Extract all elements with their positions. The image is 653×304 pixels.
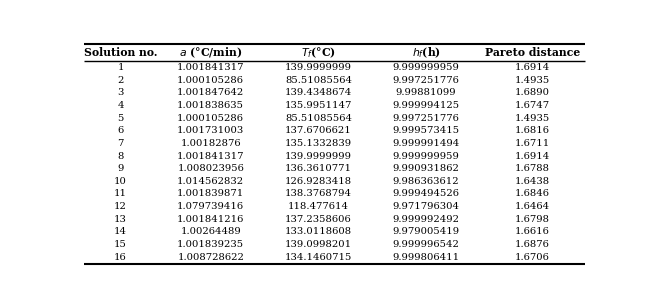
Text: 1.001841216: 1.001841216 bbox=[177, 215, 244, 224]
Text: 12: 12 bbox=[114, 202, 127, 211]
Text: 1.6846: 1.6846 bbox=[515, 189, 550, 199]
Text: 9.999994125: 9.999994125 bbox=[392, 101, 460, 110]
Text: $T_f$(°C): $T_f$(°C) bbox=[301, 45, 336, 60]
Text: 1.6788: 1.6788 bbox=[515, 164, 550, 173]
Text: 10: 10 bbox=[114, 177, 127, 186]
Text: 7: 7 bbox=[118, 139, 123, 148]
Text: 15: 15 bbox=[114, 240, 127, 249]
Text: 138.3768794: 138.3768794 bbox=[285, 189, 352, 199]
Text: 1.6616: 1.6616 bbox=[515, 227, 550, 237]
Text: 85.51085564: 85.51085564 bbox=[285, 114, 352, 123]
Text: 1.000105286: 1.000105286 bbox=[177, 114, 244, 123]
Text: 11: 11 bbox=[114, 189, 127, 199]
Text: 1.001731003: 1.001731003 bbox=[177, 126, 244, 135]
Text: 9.971796304: 9.971796304 bbox=[392, 202, 460, 211]
Text: 85.51085564: 85.51085564 bbox=[285, 76, 352, 85]
Text: 9.99881099: 9.99881099 bbox=[396, 88, 456, 97]
Text: 118.477614: 118.477614 bbox=[288, 202, 349, 211]
Text: 2: 2 bbox=[118, 76, 123, 85]
Text: 4: 4 bbox=[118, 101, 123, 110]
Text: Solution no.: Solution no. bbox=[84, 47, 157, 58]
Text: 139.9999999: 139.9999999 bbox=[285, 152, 352, 161]
Text: 9.990931862: 9.990931862 bbox=[392, 164, 460, 173]
Text: 137.6706621: 137.6706621 bbox=[285, 126, 352, 135]
Text: 1.6914: 1.6914 bbox=[515, 152, 550, 161]
Text: 1.001839871: 1.001839871 bbox=[177, 189, 244, 199]
Text: 1.6914: 1.6914 bbox=[515, 63, 550, 72]
Text: 1.6876: 1.6876 bbox=[515, 240, 550, 249]
Text: 1.079739416: 1.079739416 bbox=[177, 202, 244, 211]
Text: 9.979005419: 9.979005419 bbox=[392, 227, 460, 237]
Text: 1.001839235: 1.001839235 bbox=[177, 240, 244, 249]
Text: 9.999999959: 9.999999959 bbox=[392, 152, 460, 161]
Text: 1.00182876: 1.00182876 bbox=[180, 139, 241, 148]
Text: 135.1332839: 135.1332839 bbox=[285, 139, 352, 148]
Text: 1.6747: 1.6747 bbox=[515, 101, 550, 110]
Text: 135.9951147: 135.9951147 bbox=[285, 101, 352, 110]
Text: 1.4935: 1.4935 bbox=[515, 114, 550, 123]
Text: 9.999992492: 9.999992492 bbox=[392, 215, 460, 224]
Text: 1.6706: 1.6706 bbox=[515, 253, 550, 262]
Text: 9.999494526: 9.999494526 bbox=[392, 189, 460, 199]
Text: 9.999573415: 9.999573415 bbox=[392, 126, 460, 135]
Text: 137.2358606: 137.2358606 bbox=[285, 215, 352, 224]
Text: 1.008728622: 1.008728622 bbox=[177, 253, 244, 262]
Text: 9.999999959: 9.999999959 bbox=[392, 63, 460, 72]
Text: 8: 8 bbox=[118, 152, 123, 161]
Text: 1.008023956: 1.008023956 bbox=[177, 164, 244, 173]
Text: 134.1460715: 134.1460715 bbox=[285, 253, 352, 262]
Text: 9.997251776: 9.997251776 bbox=[392, 114, 460, 123]
Text: 139.9999999: 139.9999999 bbox=[285, 63, 352, 72]
Text: 5: 5 bbox=[118, 114, 123, 123]
Text: 1.001838635: 1.001838635 bbox=[177, 101, 244, 110]
Text: 1.000105286: 1.000105286 bbox=[177, 76, 244, 85]
Text: 16: 16 bbox=[114, 253, 127, 262]
Text: 1.6438: 1.6438 bbox=[515, 177, 550, 186]
Text: 136.3610771: 136.3610771 bbox=[285, 164, 352, 173]
Text: 6: 6 bbox=[118, 126, 123, 135]
Text: 9.986363612: 9.986363612 bbox=[393, 177, 460, 186]
Text: 1.6798: 1.6798 bbox=[515, 215, 550, 224]
Text: Pareto distance: Pareto distance bbox=[485, 47, 580, 58]
Text: 1.001841317: 1.001841317 bbox=[177, 152, 244, 161]
Text: 1: 1 bbox=[118, 63, 123, 72]
Text: 1.00264489: 1.00264489 bbox=[180, 227, 241, 237]
Text: 13: 13 bbox=[114, 215, 127, 224]
Text: 14: 14 bbox=[114, 227, 127, 237]
Text: 139.0998201: 139.0998201 bbox=[285, 240, 352, 249]
Text: 9.997251776: 9.997251776 bbox=[392, 76, 460, 85]
Text: 9.999806411: 9.999806411 bbox=[392, 253, 460, 262]
Text: 139.4348674: 139.4348674 bbox=[285, 88, 352, 97]
Text: 1.6711: 1.6711 bbox=[515, 139, 550, 148]
Text: 133.0118608: 133.0118608 bbox=[285, 227, 352, 237]
Text: 126.9283418: 126.9283418 bbox=[285, 177, 352, 186]
Text: 1.6890: 1.6890 bbox=[515, 88, 550, 97]
Text: 9: 9 bbox=[118, 164, 123, 173]
Text: $a$ (°C/min): $a$ (°C/min) bbox=[179, 45, 242, 60]
Text: 3: 3 bbox=[118, 88, 123, 97]
Text: 1.014562832: 1.014562832 bbox=[177, 177, 244, 186]
Text: 9.999996542: 9.999996542 bbox=[392, 240, 460, 249]
Text: 1.4935: 1.4935 bbox=[515, 76, 550, 85]
Text: $h_f$(h): $h_f$(h) bbox=[411, 45, 441, 60]
Text: 1.001847642: 1.001847642 bbox=[177, 88, 244, 97]
Text: 1.6816: 1.6816 bbox=[515, 126, 550, 135]
Text: 1.001841317: 1.001841317 bbox=[177, 63, 244, 72]
Text: 9.999991494: 9.999991494 bbox=[392, 139, 460, 148]
Text: 1.6464: 1.6464 bbox=[515, 202, 550, 211]
